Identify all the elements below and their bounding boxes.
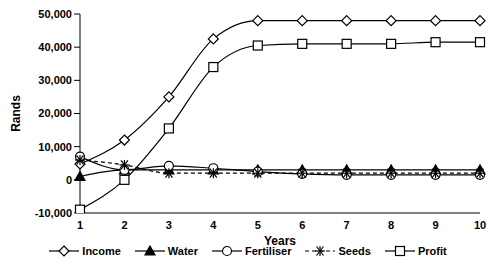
svg-text:20,000: 20,000 [38,107,72,119]
svg-text:8: 8 [388,219,394,231]
svg-text:0: 0 [66,174,72,186]
svg-text:Years: Years [264,234,296,248]
svg-text:10,000: 10,000 [38,141,72,153]
svg-text:6: 6 [299,219,305,231]
svg-text:2: 2 [121,219,127,231]
svg-text:40,000: 40,000 [38,41,72,53]
svg-text:1: 1 [77,219,83,231]
svg-text:7: 7 [344,219,350,231]
html-text:Fertiliser: Fertiliser [245,245,292,257]
svg-text:10: 10 [474,219,486,231]
html-text:Profit: Profit [417,245,447,257]
html-text:Water: Water [167,245,198,257]
html-text:Income: Income [82,245,121,257]
svg-text:30,000: 30,000 [38,74,72,86]
svg-text:9: 9 [432,219,438,231]
svg-text:-10,000: -10,000 [35,207,72,219]
html-text:Seeds: Seeds [338,245,371,257]
svg-text:5: 5 [255,219,261,231]
svg-text:50,000: 50,000 [38,8,72,20]
svg-text:4: 4 [210,219,217,231]
svg-text:3: 3 [166,219,172,231]
svg-text:Rands: Rands [9,95,23,132]
